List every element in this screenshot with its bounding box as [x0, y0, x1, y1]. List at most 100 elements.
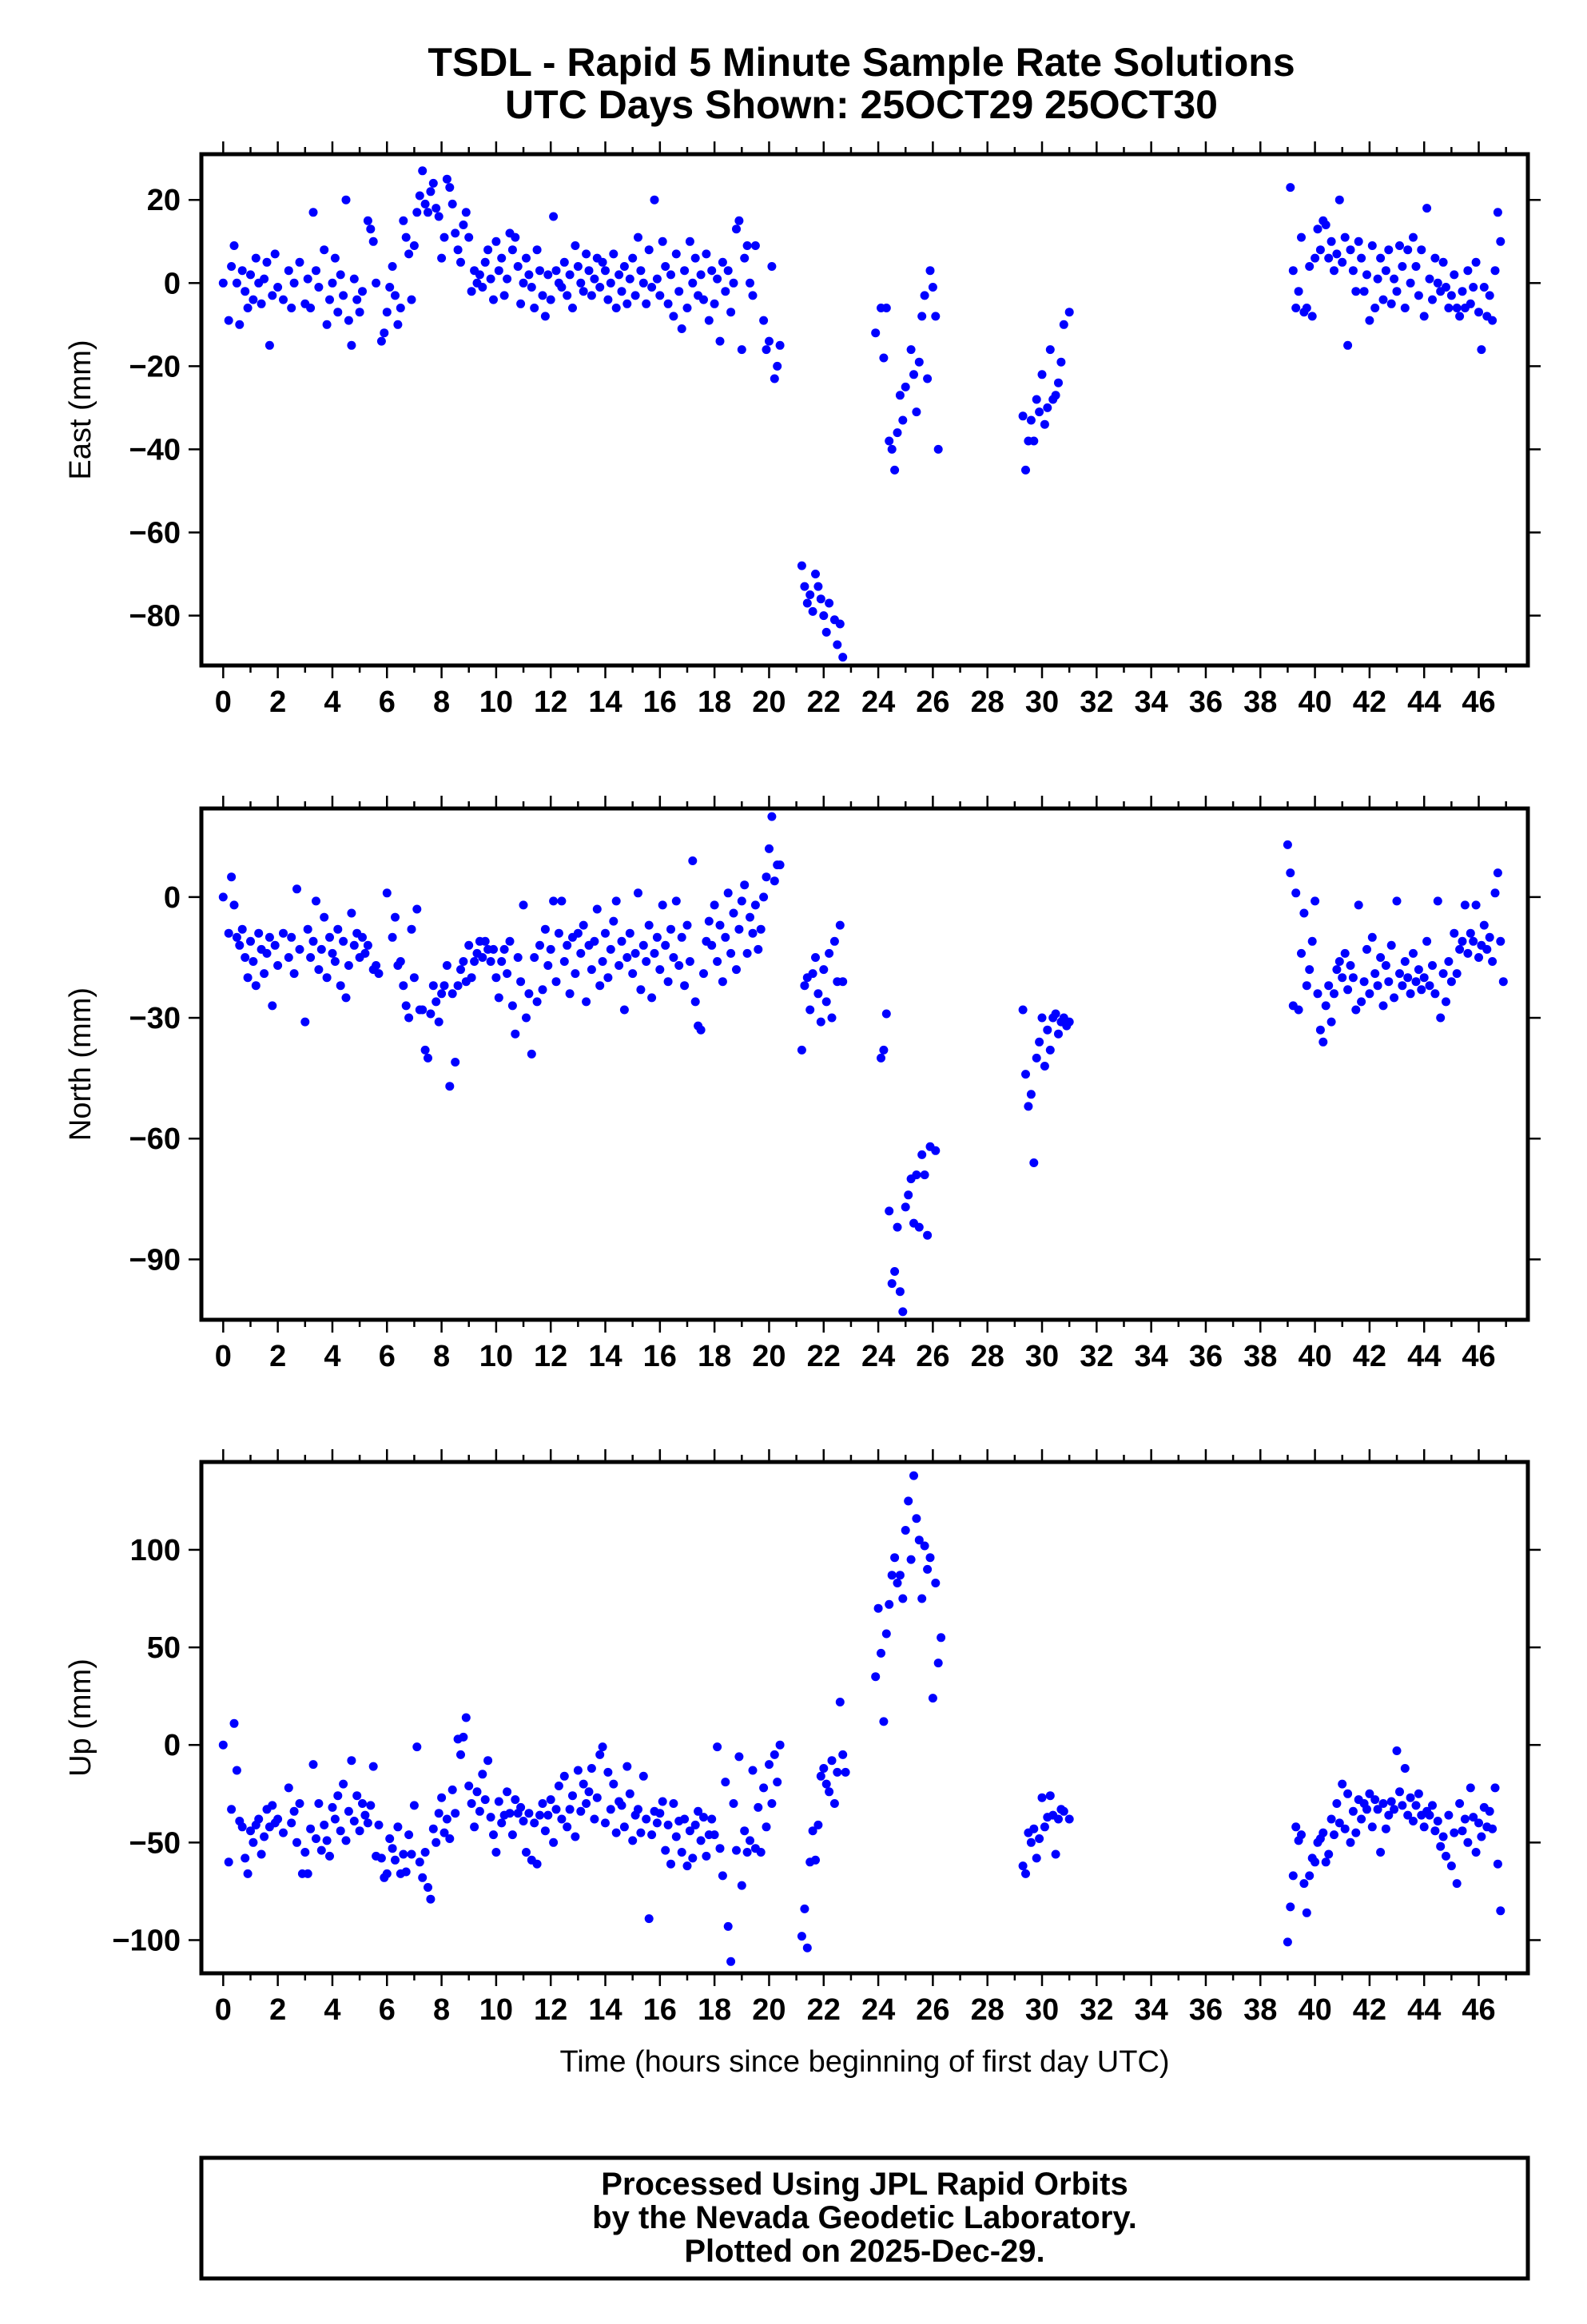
data-point — [636, 985, 646, 995]
data-point — [833, 1767, 842, 1777]
data-point — [669, 953, 678, 962]
data-point — [270, 940, 280, 950]
data-point — [218, 1740, 228, 1750]
data-point — [1032, 1853, 1041, 1863]
data-point — [813, 582, 823, 591]
data-point — [1411, 977, 1421, 987]
data-point — [388, 1844, 397, 1853]
data-point — [816, 1017, 825, 1027]
data-point — [227, 872, 237, 882]
data-point — [1032, 1053, 1041, 1063]
data-point — [1286, 1902, 1295, 1912]
data-point — [374, 1820, 384, 1829]
data-point — [800, 981, 809, 991]
data-point — [1446, 1861, 1456, 1871]
data-point — [241, 1853, 250, 1863]
x-tick-label: 8 — [433, 685, 450, 719]
data-point — [385, 283, 395, 292]
x-tick-label: 14 — [588, 685, 622, 719]
data-point — [923, 1230, 933, 1240]
data-point — [243, 973, 253, 983]
data-point — [1045, 1045, 1055, 1055]
x-tick-label: 14 — [588, 1993, 622, 2027]
data-point — [1442, 1851, 1450, 1861]
data-point — [229, 1718, 239, 1728]
x-tick-label: 42 — [1353, 1993, 1386, 2027]
data-point — [901, 382, 910, 391]
data-point — [424, 1053, 432, 1063]
data-point — [1485, 932, 1494, 942]
data-point — [376, 1853, 386, 1863]
data-point — [887, 1279, 897, 1289]
data-point — [718, 1871, 727, 1881]
data-point — [475, 1806, 484, 1816]
data-point — [666, 270, 675, 280]
x-tick-label: 32 — [1080, 685, 1113, 719]
data-point — [1488, 316, 1498, 325]
data-point — [507, 1001, 517, 1011]
data-point — [360, 948, 370, 958]
data-point — [279, 1828, 288, 1837]
data-point — [680, 981, 690, 991]
y-tick-label: −60 — [129, 1122, 181, 1156]
data-point — [565, 270, 575, 280]
data-point — [723, 888, 733, 898]
data-point — [325, 932, 334, 942]
data-point — [1395, 1787, 1404, 1797]
data-point — [295, 1799, 304, 1808]
data-point — [707, 940, 717, 950]
data-point — [906, 1555, 916, 1564]
data-point — [1299, 1879, 1309, 1889]
data-point — [622, 1762, 632, 1771]
data-point — [704, 316, 714, 325]
data-point — [464, 940, 474, 950]
data-point — [227, 262, 237, 271]
data-point — [669, 312, 678, 321]
data-point — [811, 570, 820, 578]
data-point — [1466, 1783, 1475, 1793]
data-point — [933, 444, 943, 454]
chart-subtitle: UTC Days Shown: 25OCT29 25OCT30 — [505, 82, 1218, 127]
data-point — [451, 228, 460, 238]
data-point — [401, 1001, 411, 1011]
data-point — [1330, 266, 1338, 276]
data-points — [218, 812, 1508, 1317]
x-tick-label: 40 — [1298, 685, 1331, 719]
data-point — [702, 249, 711, 259]
data-point — [1463, 948, 1473, 958]
data-point — [644, 920, 654, 930]
data-point — [601, 266, 610, 276]
data-point — [440, 232, 449, 242]
data-point — [1485, 1806, 1494, 1816]
data-point — [459, 220, 468, 229]
data-point — [1403, 245, 1413, 255]
data-point — [1409, 948, 1418, 958]
x-tick-label: 46 — [1462, 1993, 1495, 2027]
data-point — [1446, 291, 1456, 300]
data-point — [235, 940, 245, 950]
data-point — [813, 1820, 823, 1829]
data-point — [1283, 1937, 1292, 1947]
data-point — [775, 860, 785, 870]
data-point — [355, 308, 364, 317]
data-point — [218, 278, 228, 288]
data-point — [344, 1806, 353, 1816]
data-point — [754, 944, 763, 954]
data-point — [246, 270, 255, 280]
data-point — [1498, 977, 1508, 987]
data-point — [513, 953, 523, 962]
data-point — [407, 1849, 416, 1859]
data-point — [808, 606, 817, 616]
data-point — [912, 1514, 921, 1524]
data-point — [273, 1814, 283, 1824]
data-point — [538, 1799, 547, 1808]
x-tick-label: 18 — [698, 1340, 731, 1373]
data-point — [734, 216, 744, 225]
data-point — [737, 345, 746, 355]
data-point — [279, 295, 288, 304]
data-point — [827, 1756, 837, 1766]
data-point — [306, 953, 316, 962]
data-point — [685, 1826, 694, 1836]
data-point — [1311, 253, 1320, 263]
data-point — [1455, 312, 1465, 321]
